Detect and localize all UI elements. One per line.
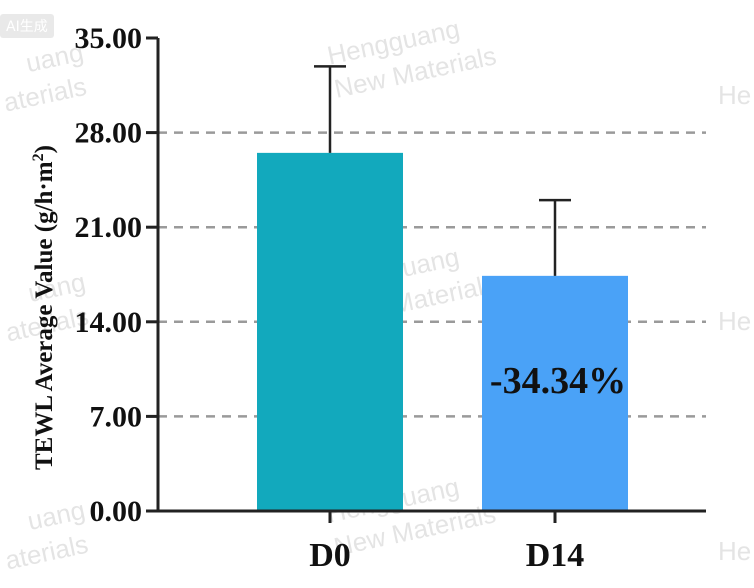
watermark-text: He (718, 536, 751, 566)
y-tick-label: 35.00 (75, 22, 143, 55)
ai-generated-badge: AI生成 (0, 14, 54, 38)
y-axis-label-close: ) (31, 145, 58, 153)
y-axis-label: TEWL Average Value (g/h·m2) (30, 145, 58, 470)
bar-d14 (482, 275, 628, 511)
y-tick-label: 28.00 (75, 117, 143, 150)
axes (156, 38, 706, 513)
watermark-text: He (718, 306, 751, 336)
y-tick-labels: 0.00 7.00 14.00 21.00 28.00 35.00 (75, 22, 143, 528)
y-tick-label: 7.00 (90, 400, 143, 433)
y-tick-label: 0.00 (90, 495, 143, 528)
watermark-text: aterials (3, 529, 91, 576)
y-axis-label-main: TEWL Average Value (g/h (31, 190, 58, 470)
y-tick-label: 21.00 (75, 211, 143, 244)
error-bars (314, 65, 571, 523)
y-axis-label-sup: 2 (30, 153, 47, 161)
x-tick-label: D0 (309, 537, 351, 574)
x-tick-label: D14 (526, 537, 585, 574)
y-axis-label-m: m (31, 161, 58, 182)
y-axis-label-dot: · (31, 182, 58, 190)
bars (257, 152, 628, 511)
watermark-text: aterials (1, 71, 89, 118)
watermark-text: He (718, 80, 751, 110)
y-tick-label: 14.00 (75, 306, 143, 339)
percent-change-annotation: -34.34% (490, 360, 626, 402)
bar-d0 (257, 152, 403, 511)
x-tick-labels: D0 D14 (309, 537, 584, 574)
